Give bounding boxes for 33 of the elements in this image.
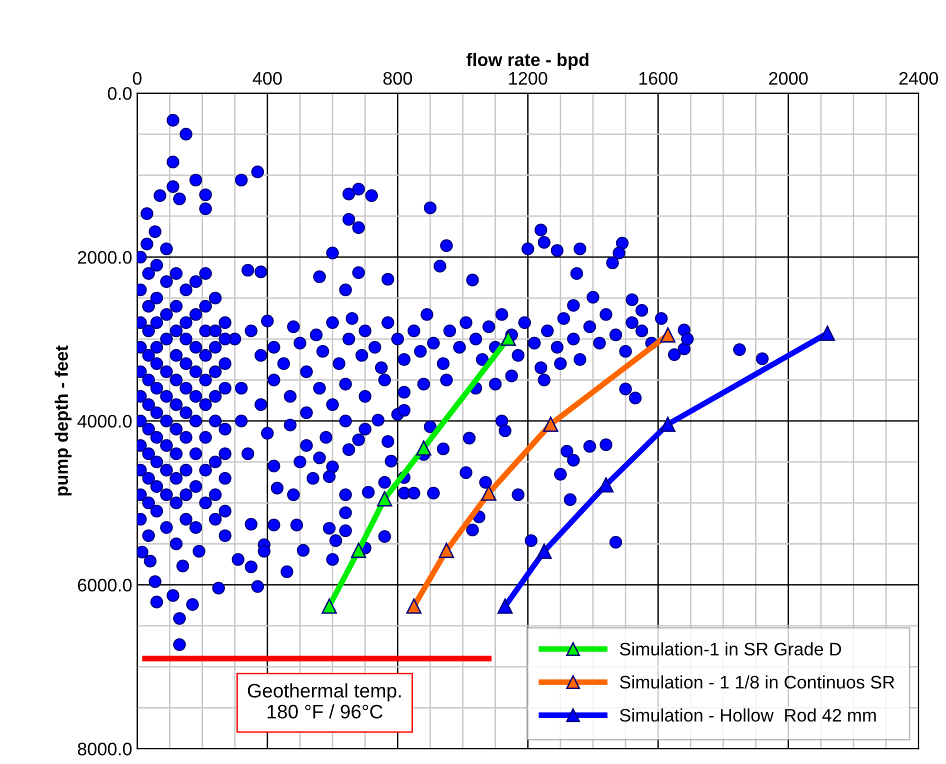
x-tick-label: 2000 [769,72,808,85]
point [500,330,516,346]
point [481,485,496,501]
point [376,491,392,506]
point [543,416,558,432]
point [820,326,836,341]
point [322,598,337,614]
point [416,440,432,456]
legend-label: Simulation - 1 1/8 in Continuos SR [620,675,894,689]
point [497,598,513,614]
point [660,416,676,432]
x-tick-label: 800 [383,72,412,85]
x-axis-title: flow rate - bpd [466,52,588,70]
point [350,542,366,558]
y-tick-label: 6000.0 [78,578,132,592]
point [660,327,676,343]
y-axis-title: pump depth - feet [54,345,72,496]
legend-label: Simulation - Hollow Rod 42 mm [620,708,876,722]
y-tick-label: 4000.0 [78,414,132,428]
x-tick-label: 1600 [639,72,678,85]
y-tick-label: 2000.0 [78,251,132,264]
x-tick-label: 0 [132,72,142,85]
point [406,598,422,614]
x-tick-label: 2400 [899,72,938,85]
legend-label: Simulation-1 in SR Grade D [620,642,842,656]
point [536,544,552,559]
point [598,477,614,493]
point [438,542,454,558]
x-tick-label: 400 [252,72,282,85]
y-tick-label: 0.0 [108,87,132,100]
y-tick-label: 8000.0 [78,742,132,756]
x-tick-label: 1200 [509,72,548,85]
ref-line-label: Geothermal temp. 180 °F / 96°C [248,683,401,719]
